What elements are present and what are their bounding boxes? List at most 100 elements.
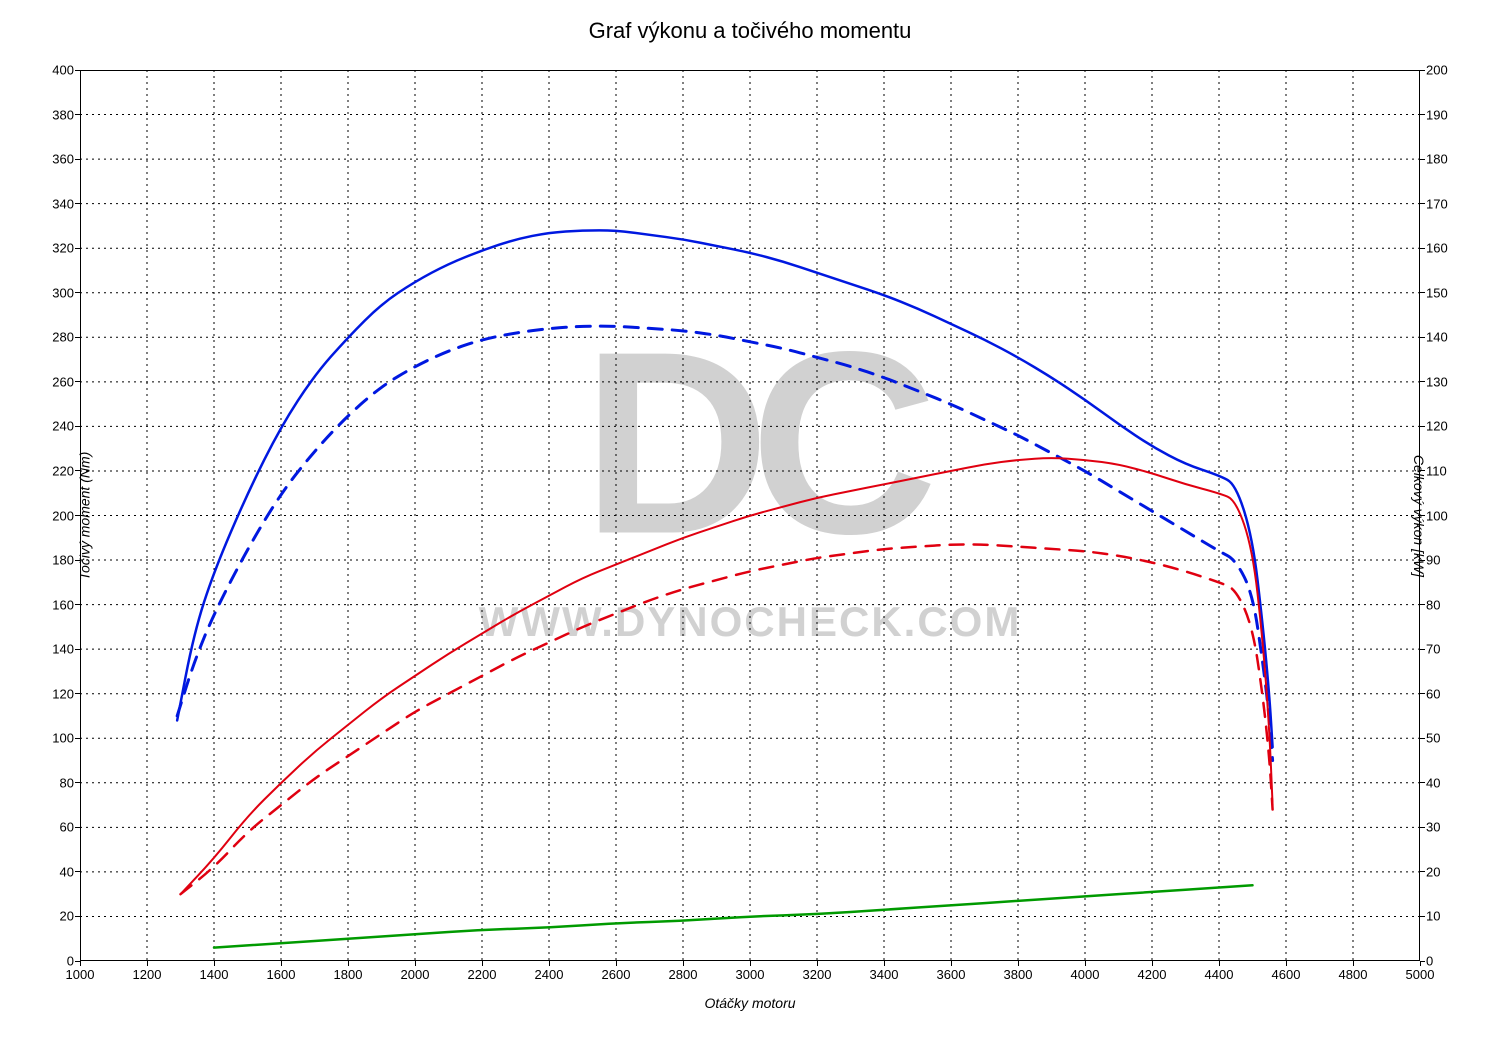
axis-tick-label: 170: [1426, 196, 1448, 211]
axis-tick-mark: [1420, 871, 1425, 872]
axis-tick-mark: [1085, 961, 1086, 966]
axis-tick-label: 4200: [1138, 967, 1167, 982]
axis-tick-label: 2000: [401, 967, 430, 982]
axis-tick-mark: [1219, 961, 1220, 966]
axis-tick-mark: [75, 70, 80, 71]
axis-tick-label: 260: [52, 374, 74, 389]
axis-tick-mark: [1420, 70, 1425, 71]
axis-tick-label: 0: [1426, 954, 1433, 969]
axis-tick-label: 140: [1426, 330, 1448, 345]
axis-tick-mark: [1420, 827, 1425, 828]
axis-tick-mark: [75, 470, 80, 471]
axis-tick-label: 100: [52, 731, 74, 746]
axis-tick-label: 3600: [937, 967, 966, 982]
axis-tick-label: 1600: [267, 967, 296, 982]
axis-tick-mark: [1420, 337, 1425, 338]
axis-tick-label: 240: [52, 419, 74, 434]
axis-tick-mark: [415, 961, 416, 966]
axis-tick-mark: [75, 604, 80, 605]
axis-tick-label: 340: [52, 196, 74, 211]
axis-tick-label: 4600: [1272, 967, 1301, 982]
axis-tick-label: 0: [67, 954, 74, 969]
axis-tick-label: 2400: [535, 967, 564, 982]
axis-tick-mark: [75, 114, 80, 115]
axis-tick-mark: [817, 961, 818, 966]
axis-tick-mark: [75, 159, 80, 160]
axis-tick-label: 160: [52, 597, 74, 612]
axis-tick-mark: [683, 961, 684, 966]
axis-tick-label: 120: [1426, 419, 1448, 434]
axis-tick-mark: [75, 203, 80, 204]
axis-tick-mark: [348, 961, 349, 966]
axis-tick-mark: [1420, 381, 1425, 382]
axis-tick-mark: [1420, 961, 1425, 962]
axis-tick-mark: [214, 961, 215, 966]
axis-tick-label: 200: [1426, 63, 1448, 78]
axis-tick-mark: [75, 871, 80, 872]
axis-tick-label: 190: [1426, 107, 1448, 122]
axis-tick-label: 300: [52, 285, 74, 300]
axis-tick-mark: [1420, 782, 1425, 783]
axis-tick-label: 4000: [1071, 967, 1100, 982]
axis-tick-label: 3400: [870, 967, 899, 982]
axis-tick-mark: [1420, 515, 1425, 516]
axis-tick-label: 4800: [1339, 967, 1368, 982]
axis-tick-label: 3200: [803, 967, 832, 982]
axis-tick-mark: [80, 961, 81, 966]
axis-tick-mark: [75, 693, 80, 694]
axis-tick-mark: [1018, 961, 1019, 966]
axis-tick-label: 130: [1426, 374, 1448, 389]
axis-tick-mark: [482, 961, 483, 966]
axis-tick-label: 3800: [1004, 967, 1033, 982]
axis-tick-label: 120: [52, 686, 74, 701]
axis-tick-mark: [616, 961, 617, 966]
axis-tick-label: 4400: [1205, 967, 1234, 982]
axis-tick-mark: [750, 961, 751, 966]
axis-tick-mark: [75, 381, 80, 382]
axis-tick-mark: [1420, 961, 1421, 966]
axis-tick-label: 2600: [602, 967, 631, 982]
axis-tick-mark: [951, 961, 952, 966]
axis-tick-mark: [1420, 159, 1425, 160]
axis-tick-mark: [75, 916, 80, 917]
axis-tick-mark: [1420, 248, 1425, 249]
axis-tick-label: 5000: [1406, 967, 1435, 982]
axis-tick-mark: [75, 827, 80, 828]
plot-border: [80, 70, 1420, 961]
axis-tick-label: 180: [52, 553, 74, 568]
axis-tick-mark: [1420, 426, 1425, 427]
axis-tick-mark: [1420, 114, 1425, 115]
axis-tick-label: 10: [1426, 909, 1440, 924]
axis-tick-label: 2800: [669, 967, 698, 982]
axis-tick-label: 360: [52, 152, 74, 167]
axis-tick-mark: [147, 961, 148, 966]
axis-tick-label: 1400: [200, 967, 229, 982]
axis-tick-mark: [1286, 961, 1287, 966]
axis-tick-label: 40: [1426, 775, 1440, 790]
axis-tick-label: 70: [1426, 642, 1440, 657]
axis-tick-label: 140: [52, 642, 74, 657]
axis-tick-mark: [75, 738, 80, 739]
axis-tick-label: 100: [1426, 508, 1448, 523]
axis-tick-mark: [1420, 916, 1425, 917]
plot-area: DC WWW.DYNOCHECK.COM Otáčky motoru Točiv…: [80, 70, 1420, 961]
axis-tick-label: 60: [1426, 686, 1440, 701]
axis-tick-mark: [75, 426, 80, 427]
axis-tick-label: 80: [1426, 597, 1440, 612]
axis-tick-label: 400: [52, 63, 74, 78]
axis-tick-label: 1200: [133, 967, 162, 982]
x-axis-label: Otáčky motoru: [80, 995, 1420, 1011]
axis-tick-mark: [75, 515, 80, 516]
chart-title: Graf výkonu a točivého momentu: [0, 18, 1500, 44]
axis-tick-label: 200: [52, 508, 74, 523]
axis-tick-label: 20: [60, 909, 74, 924]
axis-tick-label: 30: [1426, 820, 1440, 835]
axis-tick-mark: [1420, 470, 1425, 471]
axis-tick-mark: [1152, 961, 1153, 966]
axis-tick-label: 180: [1426, 152, 1448, 167]
axis-tick-mark: [1353, 961, 1354, 966]
axis-tick-mark: [75, 248, 80, 249]
axis-tick-label: 20: [1426, 864, 1440, 879]
axis-tick-mark: [75, 649, 80, 650]
axis-tick-mark: [1420, 738, 1425, 739]
